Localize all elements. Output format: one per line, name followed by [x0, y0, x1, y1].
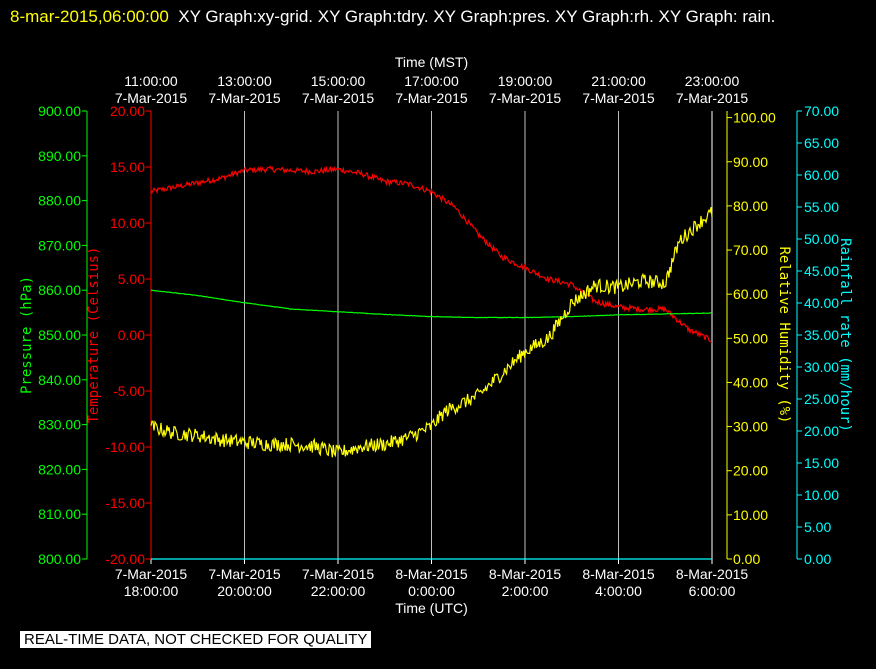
header-graph-list: XY Graph:xy-grid. XY Graph:tdry. XY Grap… — [178, 7, 776, 26]
top-tick-date: 7-Mar-2015 — [115, 90, 188, 106]
humidity-tick-label: 20.00 — [733, 463, 768, 479]
temperature-tick-label: -5.00 — [113, 383, 145, 399]
rainfall-tick-label: 10.00 — [804, 487, 839, 503]
rainfall-tick-label: 25.00 — [804, 391, 839, 407]
rainfall-tick-label: 15.00 — [804, 455, 839, 471]
humidity-tick-label: 30.00 — [733, 419, 768, 435]
bottom-tick-time: 4:00:00 — [595, 583, 642, 599]
top-tick-time: 21:00:00 — [591, 73, 646, 89]
top-tick-date: 7-Mar-2015 — [676, 90, 749, 106]
rainfall-tick-label: 65.00 — [804, 135, 839, 151]
bottom-axis-label: Time (UTC) — [395, 600, 468, 616]
temperature-axis-label: Temperature (Celsius) — [86, 246, 102, 423]
top-tick-time: 15:00:00 — [311, 73, 366, 89]
top-tick-date: 7-Mar-2015 — [395, 90, 468, 106]
rainfall-tick-label: 20.00 — [804, 423, 839, 439]
bottom-tick-date: 7-Mar-2015 — [302, 566, 375, 582]
humidity-tick-label: 10.00 — [733, 507, 768, 523]
rainfall-tick-label: 0.00 — [804, 551, 831, 567]
rainfall-tick-label: 40.00 — [804, 295, 839, 311]
bottom-tick-time: 22:00:00 — [311, 583, 366, 599]
rainfall-tick-label: 70.00 — [804, 103, 839, 119]
quality-notice: REAL-TIME DATA, NOT CHECKED FOR QUALITY — [20, 631, 372, 648]
bottom-tick-time: 18:00:00 — [124, 583, 179, 599]
top-axis-label: Time (MST) — [395, 54, 468, 70]
pressure-tick-label: 830.00 — [38, 417, 81, 433]
top-tick-date: 7-Mar-2015 — [302, 90, 375, 106]
temperature-tick-label: -15.00 — [105, 495, 145, 511]
pressure-axis-label: Pressure (hPa) — [19, 276, 35, 394]
rainfall-tick-label: 60.00 — [804, 167, 839, 183]
temperature-tick-label: 10.00 — [110, 215, 145, 231]
pressure-tick-label: 890.00 — [38, 148, 81, 164]
humidity-tick-label: 80.00 — [733, 198, 768, 214]
pressure-tick-label: 870.00 — [38, 237, 81, 253]
header-timestamp: 8-mar-2015,06:00:00 — [10, 7, 169, 26]
temperature-tick-label: 15.00 — [110, 159, 145, 175]
top-tick-time: 23:00:00 — [685, 73, 740, 89]
top-tick-date: 7-Mar-2015 — [208, 90, 281, 106]
pressure-tick-label: 820.00 — [38, 461, 81, 477]
temperature-tick-label: 5.00 — [118, 271, 145, 287]
pressure-tick-label: 840.00 — [38, 372, 81, 388]
top-tick-time: 17:00:00 — [404, 73, 459, 89]
pressure-tick-label: 800.00 — [38, 551, 81, 567]
pressure-tick-label: 850.00 — [38, 327, 81, 343]
humidity-tick-label: 0.00 — [733, 551, 760, 567]
bottom-tick-date: 8-Mar-2015 — [676, 566, 749, 582]
bottom-tick-date: 8-Mar-2015 — [582, 566, 655, 582]
rainfall-tick-label: 30.00 — [804, 359, 839, 375]
bottom-tick-time: 20:00:00 — [217, 583, 272, 599]
rainfall-tick-label: 5.00 — [804, 519, 831, 535]
top-tick-date: 7-Mar-2015 — [582, 90, 655, 106]
temperature-tick-label: -10.00 — [105, 439, 145, 455]
top-tick-time: 19:00:00 — [498, 73, 553, 89]
bottom-tick-date: 7-Mar-2015 — [208, 566, 281, 582]
temperature-series-line — [150, 165, 713, 343]
pressure-tick-label: 880.00 — [38, 193, 81, 209]
rainfall-tick-label: 35.00 — [804, 327, 839, 343]
chart-header: 8-mar-2015,06:00:00 XY Graph:xy-grid. XY… — [10, 2, 860, 31]
pressure-tick-label: 900.00 — [38, 103, 81, 119]
pressure-tick-label: 860.00 — [38, 282, 81, 298]
rainfall-tick-label: 55.00 — [804, 199, 839, 215]
temperature-tick-label: 0.00 — [118, 327, 145, 343]
bottom-tick-date: 7-Mar-2015 — [115, 566, 188, 582]
pressure-series-line — [150, 289, 713, 319]
rainfall-tick-label: 50.00 — [804, 231, 839, 247]
rainfall-axis-label: Rainfall rate (mm/hour) — [837, 238, 853, 432]
humidity-tick-label: 100.00 — [733, 110, 776, 126]
top-tick-time: 11:00:00 — [124, 73, 178, 89]
rainfall-tick-label: 45.00 — [804, 263, 839, 279]
pressure-tick-label: 810.00 — [38, 506, 81, 522]
humidity-series-line — [150, 207, 713, 458]
top-tick-date: 7-Mar-2015 — [489, 90, 562, 106]
humidity-axis-label: Relative Humidity (%) — [776, 246, 792, 423]
bottom-tick-date: 8-Mar-2015 — [395, 566, 468, 582]
humidity-tick-label: 90.00 — [733, 154, 768, 170]
temperature-tick-label: 20.00 — [110, 103, 145, 119]
bottom-tick-time: 2:00:00 — [502, 583, 549, 599]
temperature-tick-label: -20.00 — [105, 551, 145, 567]
humidity-tick-label: 40.00 — [733, 374, 768, 390]
bottom-tick-time: 6:00:00 — [689, 583, 736, 599]
bottom-tick-date: 8-Mar-2015 — [489, 566, 562, 582]
bottom-tick-time: 0:00:00 — [408, 583, 455, 599]
humidity-tick-label: 70.00 — [733, 242, 768, 258]
humidity-tick-label: 50.00 — [733, 330, 768, 346]
humidity-tick-label: 60.00 — [733, 286, 768, 302]
top-tick-time: 13:00:00 — [217, 73, 272, 89]
